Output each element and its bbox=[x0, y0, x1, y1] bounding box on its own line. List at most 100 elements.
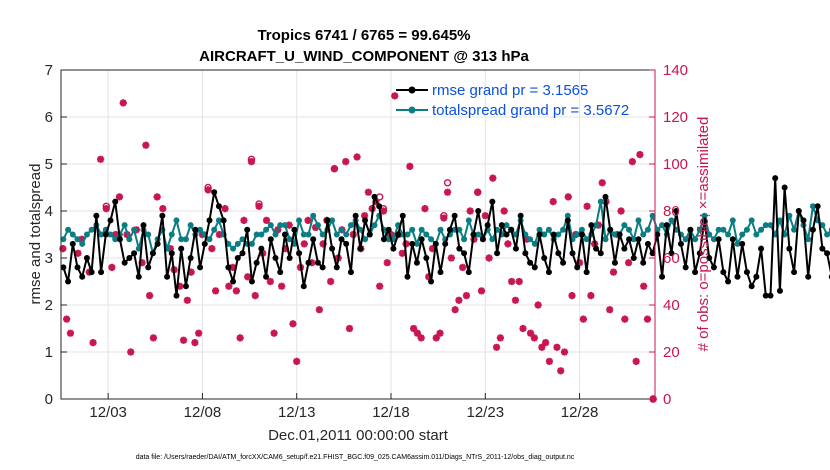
series-point bbox=[588, 222, 595, 229]
obs-assimilated-point bbox=[364, 188, 372, 196]
y-left-tick-label: 3 bbox=[45, 250, 53, 267]
series-point bbox=[762, 292, 769, 299]
series-point bbox=[244, 226, 251, 233]
series-point bbox=[428, 236, 435, 243]
series-point bbox=[314, 259, 321, 266]
legend-totalspread-label: totalspread grand pr = 3.5672 bbox=[432, 102, 629, 119]
chart-title-line1: Tropics 6741 / 6765 = 99.645% bbox=[257, 27, 470, 44]
series-point bbox=[79, 240, 86, 247]
series-point bbox=[531, 264, 538, 271]
series-point bbox=[776, 287, 783, 294]
series-point bbox=[432, 240, 439, 247]
series-point bbox=[352, 212, 359, 219]
x-tick-label: 12/28 bbox=[561, 404, 599, 421]
obs-assimilated-point bbox=[127, 348, 135, 356]
series-point bbox=[126, 236, 133, 243]
series-point bbox=[60, 236, 67, 243]
series-point bbox=[74, 264, 81, 271]
series-point bbox=[446, 226, 453, 233]
series-point bbox=[413, 240, 420, 247]
series-point bbox=[772, 175, 779, 182]
obs-assimilated-point bbox=[244, 273, 252, 281]
obs-assimilated-point bbox=[63, 315, 71, 323]
obs-possible-point bbox=[330, 164, 339, 173]
series-point bbox=[555, 250, 562, 257]
series-point bbox=[791, 226, 798, 233]
legend-totalspread-marker bbox=[408, 106, 416, 114]
series-point bbox=[366, 231, 373, 238]
series-point bbox=[461, 250, 468, 257]
series-point bbox=[121, 259, 128, 266]
obs-assimilated-point bbox=[568, 292, 576, 300]
obs-assimilated-point bbox=[542, 339, 550, 347]
obs-assimilated-point bbox=[319, 240, 327, 248]
series-point bbox=[215, 217, 222, 224]
series-point bbox=[725, 278, 732, 285]
x-tick-label: 12/18 bbox=[372, 404, 410, 421]
obs-assimilated-point bbox=[112, 230, 120, 239]
series-point bbox=[593, 245, 600, 252]
series-point bbox=[743, 226, 750, 233]
obs-assimilated-point bbox=[553, 343, 561, 351]
series-point bbox=[211, 189, 218, 196]
series-point bbox=[347, 222, 354, 229]
grid-lines bbox=[61, 70, 655, 399]
series-point bbox=[395, 231, 402, 238]
obs-assimilated-point bbox=[183, 296, 191, 304]
series-point bbox=[475, 208, 482, 214]
chart-title-line2: AIRCRAFT_U_WIND_COMPONENT @ 313 hPa bbox=[199, 48, 529, 65]
obs-assimilated-point bbox=[606, 306, 614, 314]
series-point bbox=[263, 226, 270, 233]
x-axis-label: Dec.01,2011 00:00:00 start bbox=[268, 427, 449, 444]
series-point bbox=[281, 222, 288, 229]
series-point bbox=[616, 231, 623, 238]
series-point bbox=[277, 222, 284, 229]
obs-assimilated-point bbox=[342, 158, 350, 166]
series-point bbox=[701, 212, 708, 219]
series-point bbox=[475, 231, 482, 238]
series-point bbox=[555, 231, 562, 238]
series-point bbox=[437, 226, 444, 233]
series-point bbox=[281, 231, 288, 238]
obs-assimilated-point bbox=[530, 334, 538, 342]
series-point bbox=[814, 203, 821, 210]
series-point bbox=[343, 231, 350, 238]
series-point bbox=[654, 231, 661, 238]
obs-assimilated-point bbox=[470, 235, 478, 243]
series-point bbox=[149, 250, 156, 257]
obs-assimilated-point bbox=[447, 254, 455, 262]
y-axis-left-ticks: 0 1 2 3 4 5 6 7 bbox=[45, 62, 67, 408]
series-point bbox=[154, 240, 161, 247]
obs-assimilated-point bbox=[526, 329, 535, 337]
series-point bbox=[729, 236, 736, 243]
series-point bbox=[644, 226, 651, 233]
legend-rmse-marker bbox=[408, 86, 416, 94]
series-point bbox=[248, 278, 255, 285]
series-point bbox=[258, 231, 265, 238]
series-point bbox=[734, 240, 741, 247]
series-point bbox=[131, 226, 138, 233]
series-point bbox=[286, 236, 293, 243]
obs-assimilated-point bbox=[466, 207, 474, 215]
series-point bbox=[371, 193, 378, 200]
obs-possible-point bbox=[443, 179, 452, 187]
y-right-tick-label: 120 bbox=[663, 109, 688, 126]
obs-assimilated-point bbox=[621, 315, 629, 323]
series-point bbox=[635, 217, 642, 224]
series-point bbox=[649, 250, 656, 257]
series-point bbox=[168, 231, 175, 238]
x-tick-label: 12/13 bbox=[278, 404, 316, 421]
obs-assimilated-point bbox=[575, 259, 584, 267]
series-point bbox=[527, 236, 534, 243]
obs-assimilated-point bbox=[519, 324, 527, 333]
series-point bbox=[809, 226, 816, 233]
obs-assimilated-point bbox=[443, 188, 452, 196]
obs-assimilated-point bbox=[138, 259, 146, 267]
obs-assimilated-point bbox=[398, 249, 406, 257]
obs-assimilated-point bbox=[560, 348, 569, 356]
series-point bbox=[253, 259, 260, 266]
series-point bbox=[248, 240, 255, 247]
obs-assimilated-point bbox=[481, 212, 489, 220]
series-point bbox=[286, 255, 293, 261]
